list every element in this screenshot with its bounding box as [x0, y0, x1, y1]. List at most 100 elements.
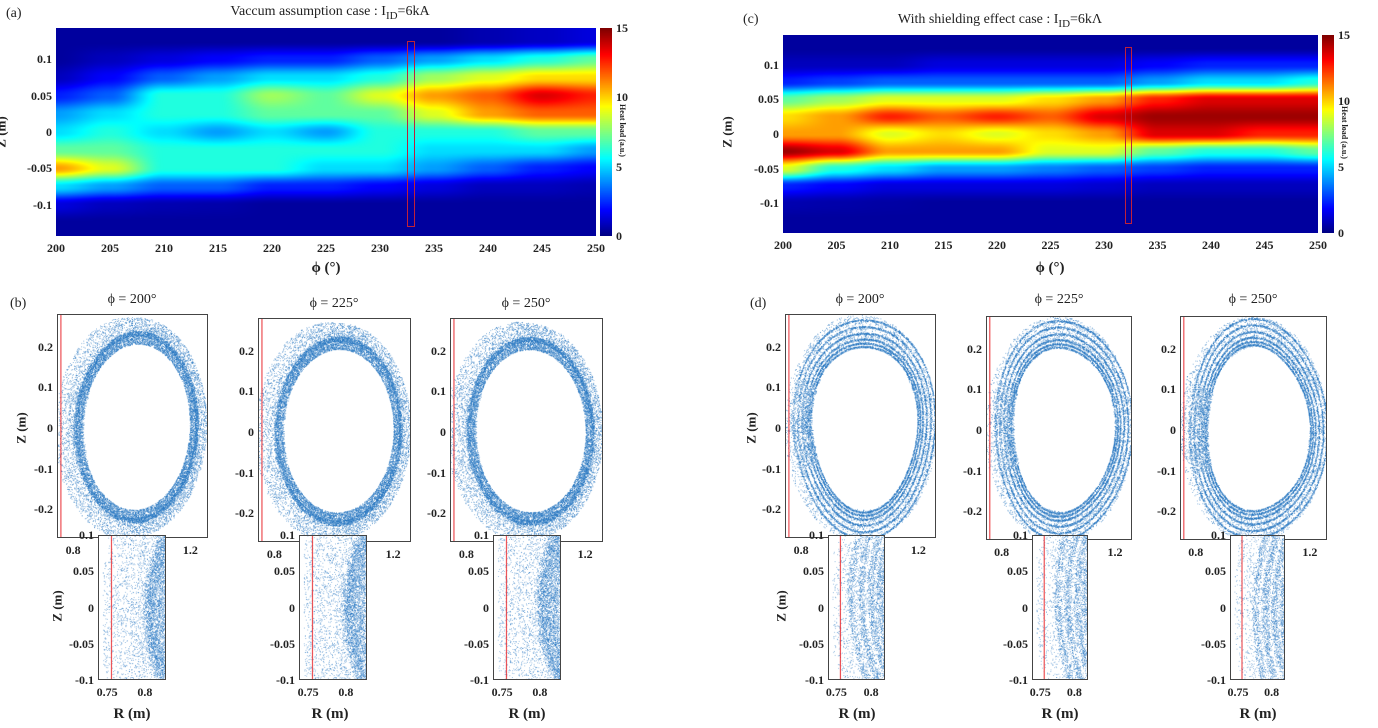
colorbar-tick-label: 15	[1338, 28, 1350, 42]
y-tick-label: 0.2	[239, 343, 254, 358]
y-tick-label: -0.05	[1003, 636, 1028, 651]
x-tick-label: 220	[263, 241, 281, 255]
colorbar-tick-label: 10	[616, 90, 628, 105]
x-tick-label: 0.8	[793, 543, 809, 557]
x-tick-label: 200	[47, 241, 65, 255]
y-tick-label: 0.1	[474, 528, 489, 542]
x-tick-label: 0.8	[65, 543, 81, 557]
panel-label-c: (c)	[743, 12, 759, 27]
y-tick-label: -0.1	[762, 461, 781, 476]
y-tick-label: 0.1	[809, 528, 824, 542]
y-tick-label: 0.05	[73, 564, 94, 579]
x-tick-label: 235	[1148, 238, 1167, 252]
scatter-points	[1231, 536, 1284, 679]
colorbar-tick-label: 5	[616, 159, 622, 174]
x-tick-label: 0.75	[1029, 685, 1051, 699]
x-tick-label: 215	[934, 238, 953, 252]
y-tick-label: 0	[440, 425, 446, 440]
x-axis-label-d1: R (m)	[838, 706, 876, 722]
plot-title-d-200: ϕ = 200°	[835, 292, 885, 307]
y-tick-label: -0.05	[27, 161, 52, 176]
title-suffix: =6kΛ	[1070, 12, 1103, 27]
y-tick-label: 0	[47, 421, 53, 436]
x-tick-label: 1.2	[577, 547, 593, 561]
colorbar-tick-label: 0	[616, 229, 622, 243]
heatmap-plot-a	[56, 28, 596, 236]
plot-title-d-225: ϕ = 225°	[1034, 292, 1084, 307]
scatter-points	[58, 315, 207, 537]
y-axis-label-b: Z (m)	[13, 412, 29, 444]
y-tick-label: -0.2	[427, 506, 446, 521]
x-axis-label-b2: R (m)	[311, 706, 349, 722]
x-tick-label: 0.75	[491, 685, 513, 699]
x-tick-label: 0.8	[532, 685, 548, 699]
y-tick-label: 0.1	[239, 384, 254, 399]
title-suffix: =6kA	[397, 4, 430, 19]
y-tick-label: -0.1	[34, 461, 53, 476]
x-tick-label: 235	[425, 241, 443, 255]
y-tick-label: 0	[818, 600, 824, 615]
y-tick-label: -0.1	[760, 196, 779, 211]
y-tick-label: 0.05	[1007, 564, 1028, 579]
x-tick-label: 1.2	[910, 543, 926, 557]
heatmap-image	[56, 28, 596, 236]
y-tick-label: 0	[46, 125, 52, 139]
x-tick-label: 230	[1095, 238, 1113, 252]
y-tick-label: -0.05	[799, 636, 824, 651]
y-axis-label-d: Z (m)	[743, 412, 759, 444]
y-tick-label: -0.1	[33, 197, 52, 212]
y-tick-label: -0.2	[235, 506, 254, 521]
x-tick-label: 0.8	[1066, 685, 1082, 699]
x-tick-label: 240	[479, 241, 497, 255]
y-axis-label-b-zoom: Z (m)	[49, 590, 65, 622]
highlight-rectangle	[1125, 47, 1132, 224]
y-tick-label: 0	[1170, 423, 1176, 438]
y-tick-label: 0	[773, 127, 779, 141]
poincare-plot-d-225	[986, 316, 1132, 540]
scatter-points	[300, 536, 366, 679]
x-tick-label: 245	[533, 241, 551, 255]
scatter-points	[987, 317, 1131, 539]
x-tick-label: 1.2	[385, 547, 401, 561]
panel-label-d: (d)	[750, 296, 767, 311]
x-tick-label: 240	[1202, 238, 1220, 252]
y-tick-label: 0.05	[803, 564, 824, 579]
x-tick-label: 0.8	[137, 685, 153, 699]
poincare-plot-b-250	[450, 318, 603, 542]
x-tick-label: 230	[371, 241, 389, 255]
poincare-plot-b-200	[57, 314, 208, 538]
colorbar-label-c: Heat load (a.u.)	[1339, 106, 1349, 159]
y-tick-label: 0.1	[1013, 528, 1028, 542]
colorbar-tick-label: 10	[1338, 94, 1350, 108]
y-tick-label: -0.1	[75, 673, 94, 687]
plot-title-b-250: ϕ = 250°	[501, 296, 551, 311]
x-tick-label: 1.2	[182, 543, 198, 557]
y-axis-label-c: Z (m)	[719, 116, 735, 148]
y-tick-label: 0.1	[764, 57, 779, 72]
y-tick-label: 0.1	[280, 528, 295, 542]
y-tick-label: -0.2	[963, 504, 982, 519]
y-tick-label: -0.2	[34, 502, 53, 517]
highlight-rectangle	[407, 41, 415, 227]
y-tick-label: -0.1	[235, 465, 254, 480]
x-axis-label-d2: R (m)	[1041, 706, 1079, 722]
y-tick-label: 0	[248, 425, 254, 440]
x-tick-label: 200	[774, 238, 792, 252]
y-tick-label: 0.2	[431, 343, 446, 358]
x-tick-label: 1.2	[1302, 545, 1318, 559]
y-tick-label: 0.1	[1161, 382, 1176, 397]
plot-title-b-225: ϕ = 225°	[309, 296, 359, 311]
y-tick-label: 0.1	[38, 380, 53, 395]
y-tick-label: -0.1	[276, 673, 295, 687]
poincare-zoom-plot-b-200	[98, 535, 166, 680]
y-tick-label: 0	[1220, 600, 1226, 615]
title-subscript: ID	[385, 9, 398, 22]
x-tick-label: 250	[587, 241, 605, 255]
scatter-points	[99, 536, 165, 679]
poincare-plot-d-250	[1180, 316, 1327, 540]
x-axis-label-c: ϕ (°)	[1035, 260, 1065, 276]
y-tick-label: -0.1	[805, 673, 824, 687]
y-tick-label: 0.2	[967, 341, 982, 356]
heatmap-image	[783, 35, 1318, 233]
scatter-points	[829, 536, 884, 679]
